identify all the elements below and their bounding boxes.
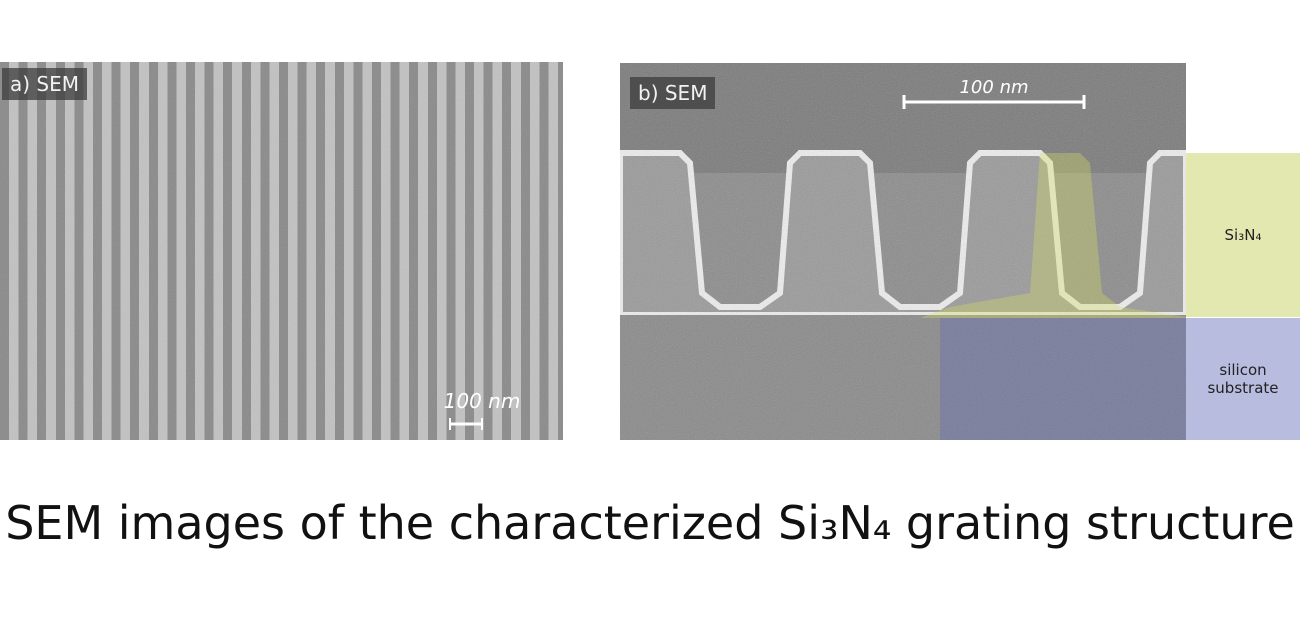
layer-label: Si₃N₄ <box>1186 153 1300 317</box>
sem-image-b: 100 nm b) SEM <box>620 63 1186 440</box>
panel-label: a) SEM <box>2 68 87 100</box>
noise: 100 nm <box>0 62 563 440</box>
scale-label: 100 nm <box>444 389 521 413</box>
caption: SEM images of the characterized Si₃N₄ gr… <box>0 484 1300 562</box>
panel-label: b) SEM <box>630 77 715 109</box>
page: {"panel_a": {"label": "a) SEM", "scale_b… <box>0 0 1300 640</box>
cross-section: 100 nm <box>620 63 1186 440</box>
scale-label: 100 nm <box>959 77 1028 98</box>
layer-label: silicon substrate <box>1186 318 1300 440</box>
sem-image-a: 100 nm a) SEM <box>0 62 563 440</box>
